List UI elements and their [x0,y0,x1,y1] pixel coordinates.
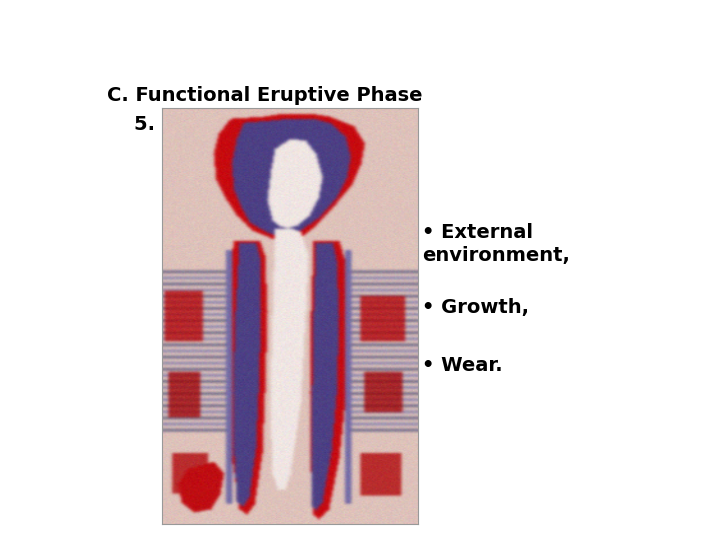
Text: • Wear.: • Wear. [422,356,503,375]
Text: • Growth,: • Growth, [422,298,529,316]
Text: 5. Postocclusal Eruption: 5. Postocclusal Eruption [107,114,399,134]
Text: C. Functional Eruptive Phase: C. Functional Eruptive Phase [107,85,422,105]
Text: • External
environment,: • External environment, [422,223,570,265]
